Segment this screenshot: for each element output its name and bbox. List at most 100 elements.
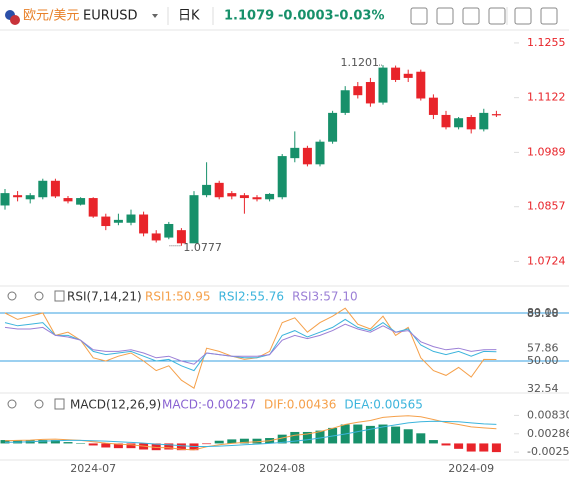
macd-bar	[454, 443, 464, 449]
price-change: -0.0003	[278, 9, 334, 24]
pair-name[interactable]: 欧元/美元	[23, 9, 79, 24]
candle-body	[416, 71, 426, 99]
close-icon[interactable]	[540, 7, 558, 25]
gear-icon[interactable]	[34, 399, 44, 409]
candle-body	[25, 195, 35, 200]
legend-entry: RSI2:55.76	[219, 290, 285, 304]
gear-icon[interactable]	[34, 291, 44, 301]
macd-bar	[227, 439, 237, 444]
macd-bar	[202, 443, 212, 445]
macd-bar	[403, 429, 413, 444]
legend-entry: RSI1:50.95	[145, 290, 211, 304]
settings-icon[interactable]	[54, 398, 65, 410]
candle-body	[126, 214, 136, 223]
period[interactable]: 日K	[178, 9, 200, 24]
low-annotation: 1.0777	[183, 241, 222, 254]
macd-bar	[365, 425, 375, 444]
high-annotation: 1.1201	[341, 56, 380, 69]
symbol[interactable]: EURUSD	[83, 9, 138, 24]
macd-bar	[76, 443, 86, 444]
macd-bar	[416, 433, 426, 444]
x-tick-label: 2024-07	[70, 462, 116, 475]
y-tick-label: 83.18	[527, 307, 559, 320]
candle-body	[353, 86, 363, 96]
x-tick-label: 2024-09	[448, 462, 494, 475]
macd-title: MACD(12,26,9)	[70, 398, 161, 412]
eye-icon[interactable]	[7, 399, 17, 409]
tool-icon[interactable]	[488, 7, 506, 25]
macd-header: MACD(12,26,9)	[7, 398, 161, 412]
candle-body	[101, 216, 111, 227]
legend-entry: RSI3:57.10	[292, 290, 358, 304]
macd-bar	[315, 430, 325, 444]
candle-body	[113, 219, 123, 223]
candle-body	[151, 233, 161, 241]
macd-bar	[151, 443, 161, 451]
macd-bar	[391, 426, 401, 444]
legend-entry: DIF:0.00436	[264, 398, 336, 412]
y-tick-label: 32.54	[527, 382, 559, 395]
candle-body	[189, 195, 199, 244]
macd-bar	[88, 443, 98, 446]
candle-body	[63, 198, 73, 202]
rsi-line	[4, 307, 497, 389]
macd-bar	[126, 443, 136, 449]
candle-body	[454, 118, 464, 128]
dropdown-arrow[interactable]	[152, 14, 158, 18]
macd-bar	[353, 424, 363, 444]
candle-body	[0, 193, 10, 206]
candle-body	[265, 193, 275, 200]
tool-icon[interactable]	[462, 7, 480, 25]
macd-bar	[164, 443, 174, 450]
candle-body	[491, 114, 501, 116]
macd-bar	[479, 443, 489, 452]
candle-body	[176, 230, 186, 244]
toolbar: 欧元/美元 EURUSD 日K 1.1079 -0.0003 -0.03%	[5, 7, 558, 25]
tool-icon[interactable]	[410, 7, 428, 25]
rsi-title: RSI(7,14,21)	[67, 290, 142, 304]
y-tick-label: 1.1255	[527, 36, 566, 49]
rsi-line	[4, 323, 497, 365]
macd-bar	[428, 440, 438, 444]
expand-icon[interactable]	[514, 7, 532, 25]
y-tick-label: 57.86	[527, 341, 559, 354]
tool-icon[interactable]	[436, 7, 454, 25]
macd-bar	[252, 438, 262, 444]
candle-body	[50, 180, 60, 197]
y-tick-label: 0.00286	[527, 427, 569, 440]
candle-body	[277, 156, 287, 198]
macd-bar	[302, 431, 312, 444]
candle-body	[403, 73, 413, 78]
candle-body	[290, 147, 300, 159]
macd-bar	[176, 443, 186, 451]
settings-icon[interactable]	[54, 290, 65, 302]
macd-bar	[290, 431, 300, 444]
macd-bar	[441, 443, 451, 446]
macd-bar	[466, 443, 476, 452]
candle-body	[13, 195, 23, 198]
flag-us	[10, 15, 20, 25]
macd-bar	[214, 440, 224, 444]
macd-line	[4, 420, 497, 447]
candle-body	[239, 195, 249, 199]
macd-bar	[63, 442, 73, 444]
legend-entry: MACD:-0.00257	[162, 398, 256, 412]
level-label: 80.00	[527, 306, 559, 319]
price-change-pct: -0.03%	[334, 9, 385, 24]
level-label: 50.00	[527, 354, 559, 367]
candle-body	[340, 90, 350, 113]
y-tick-label: -0.00257	[527, 445, 569, 458]
candle-body	[315, 141, 325, 165]
eye-icon[interactable]	[7, 291, 17, 301]
candle-body	[378, 67, 388, 103]
macd-bar	[101, 443, 111, 448]
macd-bar	[491, 443, 501, 453]
candle-body	[202, 184, 212, 196]
candle-body	[479, 112, 489, 130]
last-price: 1.1079	[224, 9, 274, 24]
candle-body	[391, 67, 401, 80]
y-tick-label: 1.0989	[527, 145, 566, 158]
macd-bar	[239, 438, 249, 444]
